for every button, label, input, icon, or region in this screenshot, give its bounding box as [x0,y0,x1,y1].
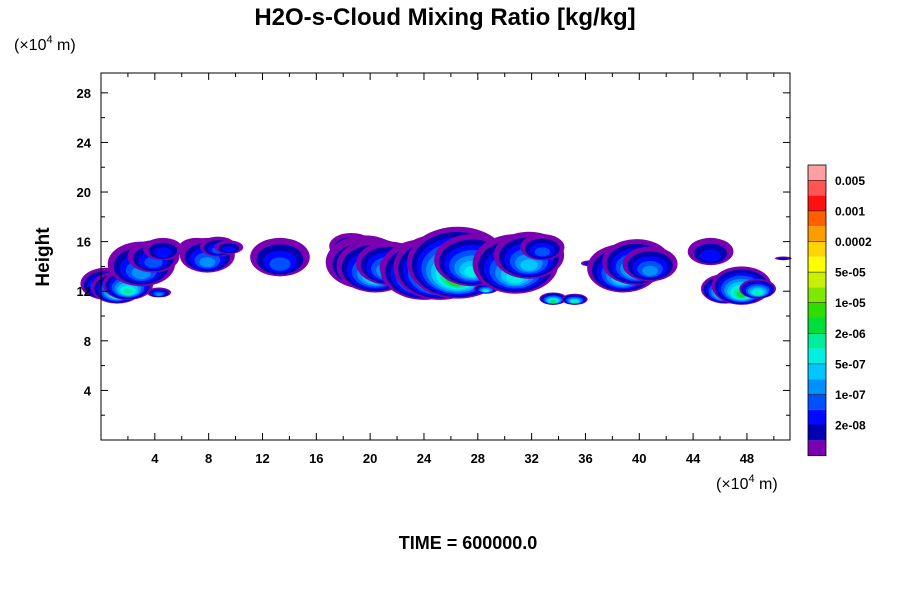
colorbar-swatch [808,256,826,273]
colorbar-swatch [808,318,826,334]
cloud-contour [123,288,133,295]
colorbar-swatch [808,241,826,257]
colorbar-swatch [808,165,826,181]
colorbar-swatch [808,195,826,211]
cloud-field [80,226,792,305]
y-tick-label: 16 [77,235,91,250]
cloud-cell [622,246,678,282]
colorbar-swatch [808,394,826,410]
x-tick-label: 24 [417,451,432,466]
x-tick-label: 48 [740,451,754,466]
cloud-contour [550,300,556,303]
colorbar-swatch [808,409,826,426]
time-label: TIME = 600000.0 [399,533,538,553]
colorbar-swatch [808,333,826,349]
colorbar-label: 2e-08 [835,419,866,433]
colorbar-swatch [808,348,826,364]
colorbar-label: 0.001 [835,204,865,218]
cloud-cell [250,237,310,277]
cloud-contour [700,249,721,262]
y-axis-title: Height [33,227,54,287]
colorbar-label: 0.005 [835,174,865,188]
cloud-contour [269,257,291,271]
cloud-cell [687,237,734,266]
y-tick-label: 8 [84,334,91,349]
cloud-contour [155,292,163,296]
y-tick-label: 24 [77,135,92,150]
cloud-cell [146,287,172,298]
colorbar-swatch [808,425,826,441]
plot-frame [100,72,791,441]
chart-title: H2O-s-Cloud Mixing Ratio [kg/kg] [254,4,635,31]
cloud-contour [222,246,236,253]
x-tick-label: 16 [309,451,323,466]
cloud-contour [778,257,789,260]
y-axis-unit: (×104 m) [14,34,76,54]
colorbar-frame [807,164,827,457]
y-tick-label: 12 [77,284,91,299]
colorbar-swatch [808,226,826,242]
y-tick-label: 28 [77,86,91,101]
y-tick-label: 4 [84,383,92,398]
colorbar-swatch [808,287,826,303]
colorbar-swatch [808,272,826,288]
x-tick-label: 32 [524,451,538,466]
cloud-cell [561,293,588,305]
x-tick-label: 8 [205,451,212,466]
cloud-cell [739,278,777,299]
colorbar-swatch [808,180,826,196]
colorbar-swatch [808,363,826,380]
colorbar-label: 2e-06 [835,327,866,341]
x-tick-label: 40 [632,451,646,466]
colorbar-swatch [808,210,826,227]
x-tick-label: 4 [151,451,159,466]
x-axis-unit: (×104 m) [716,473,778,493]
cloud-contour [483,289,489,293]
cloud-contour [534,247,551,257]
colorbar-swatch [808,440,826,456]
cloud-contour [520,259,538,271]
colorbar-label: 5e-05 [835,266,866,280]
x-tick-label: 44 [686,451,701,466]
cloud-contour [572,300,578,303]
cloud-contour [154,247,172,258]
x-tick-label: 20 [363,451,377,466]
cloud-contour [642,265,658,276]
cloud-cell [539,292,567,305]
x-tick-label: 28 [471,451,485,466]
colorbar: 0.005 0.001 0.0002 5e-05 1e-05 2e-06 5e-07 1e-0… [807,164,872,457]
colorbar-label: 1e-07 [835,388,866,402]
y-tick-label: 20 [77,185,91,200]
cloud-cell [520,234,565,261]
cloud-contour [754,291,762,296]
cloud-contour [199,257,216,268]
colorbar-label: 1e-05 [835,296,866,310]
colorbar-swatch [808,302,826,318]
cloud-cell [143,237,183,261]
colorbar-label: 5e-07 [835,357,866,371]
x-tick-label: 12 [255,451,269,466]
colorbar-label: 0.0002 [835,235,872,249]
x-tick-label: 36 [578,451,592,466]
cloud-cell [774,256,792,261]
cloud-cell [214,240,244,255]
colorbar-swatch [808,379,826,395]
